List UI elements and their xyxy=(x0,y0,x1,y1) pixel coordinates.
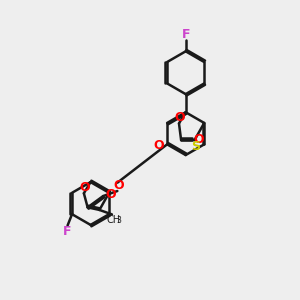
Text: O: O xyxy=(114,179,124,193)
Text: O: O xyxy=(80,181,90,194)
Text: CH: CH xyxy=(106,215,121,225)
Text: O: O xyxy=(194,133,204,146)
Text: F: F xyxy=(182,28,190,40)
Text: O: O xyxy=(105,188,116,201)
Text: O: O xyxy=(154,139,164,152)
Text: S: S xyxy=(190,140,200,152)
Text: F: F xyxy=(62,225,71,238)
Text: 3: 3 xyxy=(116,216,121,225)
Text: O: O xyxy=(174,111,185,124)
